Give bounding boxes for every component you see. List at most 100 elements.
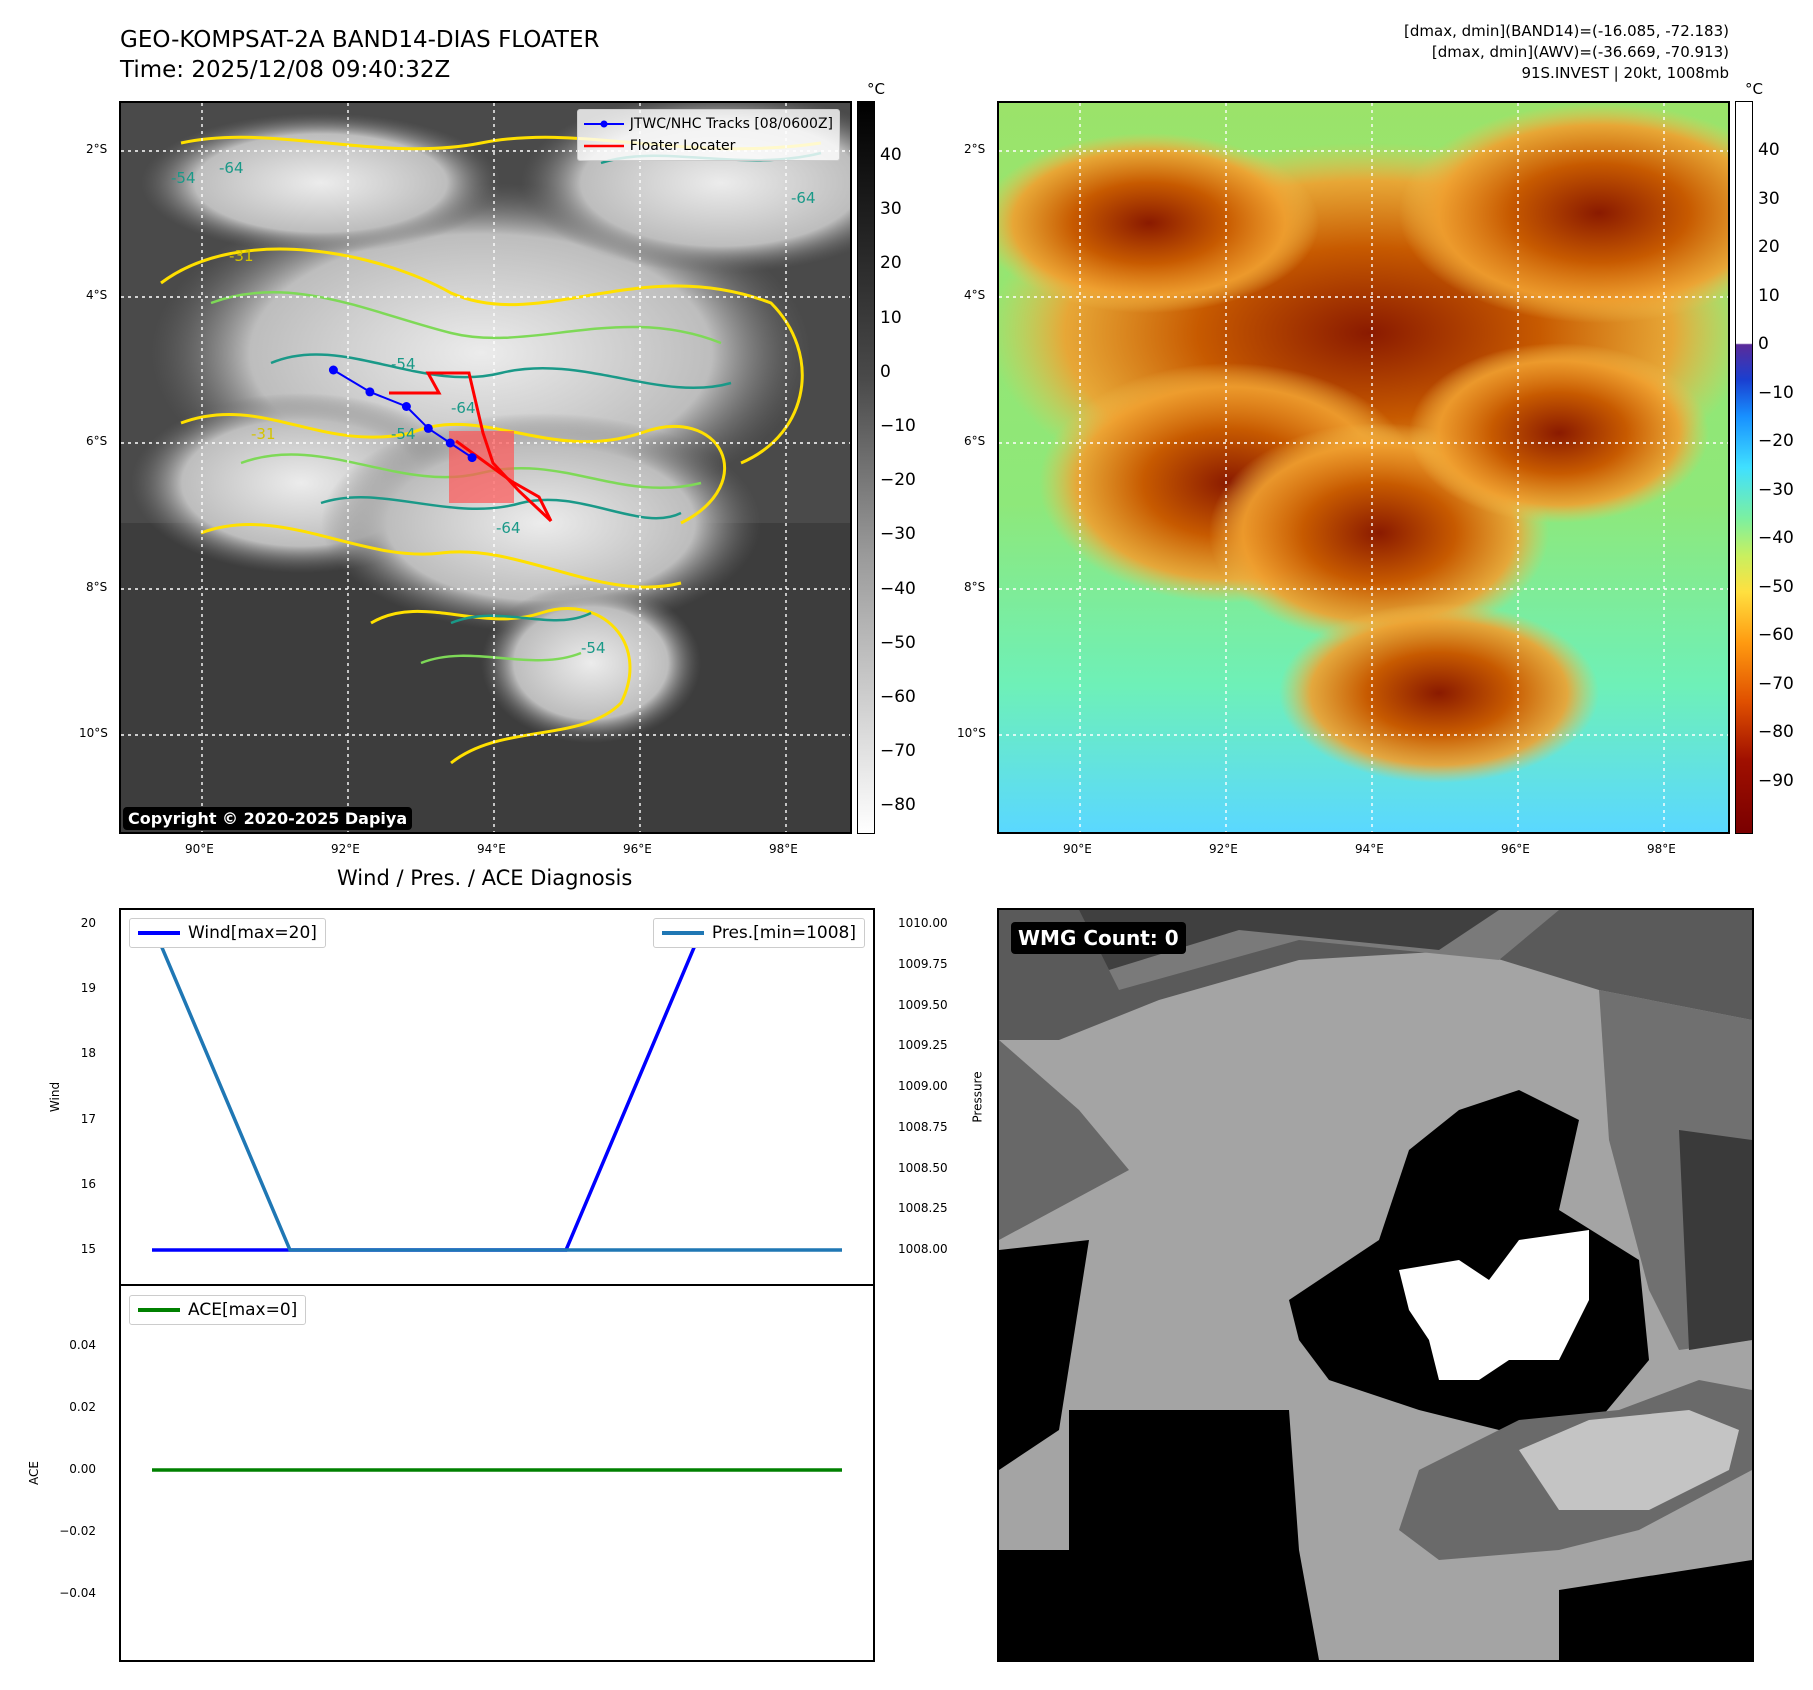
lon-tick: 92°E	[331, 842, 360, 856]
track-point	[401, 402, 411, 411]
colorbar-unit: °C	[867, 80, 885, 98]
contour-label: -31	[229, 247, 254, 265]
lat-tick: 10°S	[957, 726, 986, 740]
wind-tick: 16	[80, 1176, 96, 1191]
colorbar-tick: 40	[880, 145, 902, 165]
colorbar-tick: 30	[880, 199, 902, 220]
colorbar-tick: −30	[1758, 479, 1794, 500]
diagnosis-svg	[119, 908, 875, 1662]
wmg-count-badge: WMG Count: 0	[1011, 922, 1186, 954]
ir-map-svg: -54 -64 -31 -54 -64 -54 -64 -31 -54 -64	[121, 103, 850, 832]
contour-label: -64	[791, 189, 816, 207]
wind-ylabel: Wind	[48, 1081, 63, 1113]
floater-legend-icon	[583, 144, 624, 148]
lat-tick: 8°S	[86, 580, 108, 594]
wind-legend-swatch	[138, 931, 180, 935]
contour-label: -64	[451, 399, 476, 417]
pressure-legend-label: Pres.[min=1008]	[711, 923, 856, 943]
track-point	[365, 387, 375, 397]
pressure-tick: 1008.25	[898, 1201, 948, 1216]
colorbar-tick: 20	[1758, 237, 1780, 257]
lat-tick: 10°S	[79, 726, 108, 740]
lat-tick: 2°S	[964, 142, 986, 156]
colorbar-tick: −90	[1758, 770, 1794, 791]
colorbar-tick: −70	[1758, 673, 1794, 694]
colorbar-tick: −80	[880, 795, 916, 816]
track-point	[445, 438, 455, 448]
colorbar-tick: 30	[1758, 188, 1780, 209]
lat-tick: 6°S	[86, 434, 108, 448]
contour-label: -64	[496, 519, 521, 537]
lon-tick: 98°E	[769, 842, 798, 856]
contour-label: -54	[581, 639, 606, 657]
contour-label: -54	[391, 355, 416, 373]
info-storm: 91S.INVEST | 20kt, 1008mb	[1521, 64, 1729, 82]
pressure-tick: 1010.00	[898, 916, 948, 930]
awv-colorbar	[1735, 101, 1753, 834]
lat-tick: 2°S	[86, 142, 108, 156]
pressure-series-line	[150, 923, 842, 1252]
pressure-ylabel: Pressure	[970, 1071, 985, 1123]
lon-tick: 90°E	[185, 842, 214, 856]
colorbar-tick: −40	[880, 578, 916, 599]
colorbar-tick: −20	[1758, 431, 1794, 451]
figure-time: Time: 2025/12/08 09:40:32Z	[120, 57, 451, 83]
info-awv: [dmax, dmin](AWV)=(-36.669, -70.913)	[1431, 43, 1729, 61]
lat-tick: 4°S	[86, 288, 108, 302]
legend-track-label: JTWC/NHC Tracks [08/0600Z]	[629, 116, 833, 132]
wind-legend-label: Wind[max=20]	[188, 923, 317, 943]
map-legend: JTWC/NHC Tracks [08/0600Z] Floater Locat…	[576, 109, 840, 161]
lon-tick: 98°E	[1647, 842, 1676, 856]
lon-tick: 94°E	[1355, 842, 1384, 856]
pressure-tick: 1009.75	[898, 956, 948, 971]
ace-tick: 0.04	[69, 1338, 96, 1352]
colorbar-tick: −70	[880, 741, 916, 762]
colorbar-tick: 0	[880, 361, 891, 382]
track-point	[423, 423, 433, 433]
pressure-tick: 1008.50	[898, 1160, 948, 1175]
colorbar-tick: −10	[1758, 382, 1794, 403]
track-point	[328, 365, 338, 375]
colorbar-tick: 10	[1758, 285, 1780, 306]
lon-tick: 92°E	[1209, 842, 1238, 856]
wind-tick: 17	[80, 1111, 96, 1126]
track-point	[467, 453, 477, 463]
colorbar-tick: 10	[880, 307, 902, 328]
pressure-legend: Pres.[min=1008]	[652, 918, 865, 948]
wind-tick: 15	[80, 1242, 96, 1256]
jtwc-track	[328, 365, 477, 463]
wind-tick: 20	[80, 916, 96, 930]
colorbar-tick: −50	[880, 632, 916, 653]
contour-label: -64	[219, 159, 244, 177]
colorbar-tick: 0	[1758, 334, 1769, 354]
floater-locater-line	[389, 371, 553, 523]
lon-tick: 96°E	[623, 842, 652, 856]
grayscale-colorbar	[857, 101, 875, 834]
colorbar-tick: −30	[880, 524, 916, 545]
wmg-svg	[999, 910, 1752, 1660]
contour-label: -31	[251, 425, 276, 443]
ace-legend: ACE[max=0]	[129, 1295, 307, 1325]
lon-tick: 94°E	[477, 842, 506, 856]
copyright-badge: Copyright © 2020-2025 Dapiya	[123, 807, 413, 830]
pressure-tick: 1009.00	[898, 1079, 948, 1093]
pressure-tick: 1008.00	[898, 1242, 948, 1256]
colorbar-tick: 20	[880, 253, 902, 274]
lat-tick: 8°S	[964, 580, 986, 594]
ace-tick: −0.02	[59, 1524, 96, 1538]
legend-floater-label: Floater Locater	[629, 138, 736, 154]
colorbar-tick: −40	[1758, 528, 1794, 548]
ace-legend-swatch	[138, 1308, 180, 1312]
wind-tick: 18	[80, 1046, 96, 1061]
ir-map-panel: -54 -64 -31 -54 -64 -54 -64 -31 -54 -64 …	[119, 101, 852, 834]
colorbar-tick: 40	[1758, 140, 1780, 160]
awv-map-panel	[997, 101, 1730, 834]
wind-tick: 19	[80, 981, 96, 996]
lat-tick: 6°S	[964, 434, 986, 448]
ace-tick: 0.00	[69, 1462, 96, 1476]
ace-tick: −0.04	[59, 1586, 96, 1600]
pressure-tick: 1009.25	[898, 1038, 948, 1053]
figure-title: GEO-KOMPSAT-2A BAND14-DIAS FLOATER	[120, 27, 600, 53]
ace-ylabel: ACE	[26, 1461, 41, 1485]
awv-map-svg	[999, 103, 1728, 832]
